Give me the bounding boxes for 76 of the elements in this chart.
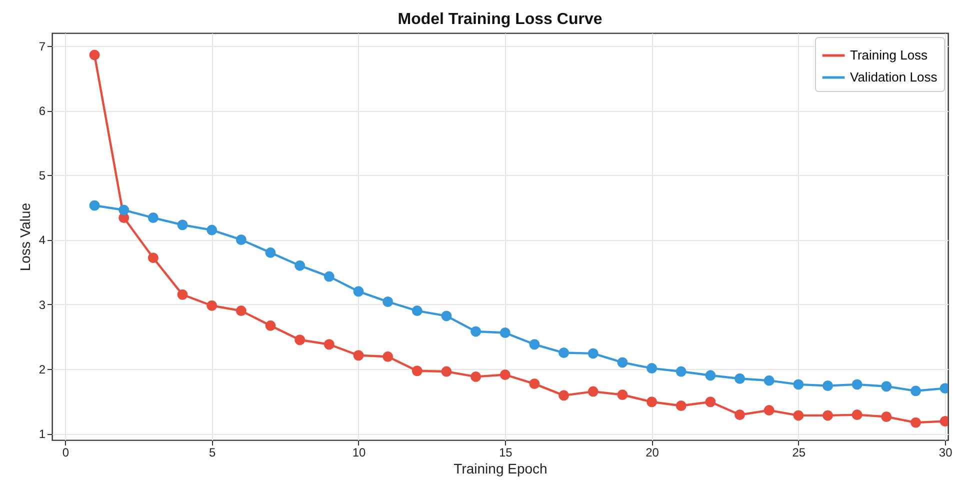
x-tick-label: 0 (62, 446, 70, 460)
point (822, 380, 833, 391)
point (382, 351, 394, 362)
legend-label: Training Loss (850, 48, 928, 62)
point (617, 390, 628, 400)
point (89, 200, 100, 211)
point (558, 390, 570, 401)
point (148, 252, 158, 264)
point (588, 386, 598, 397)
x-tick-label: 10 (352, 446, 366, 460)
point (177, 220, 188, 230)
point (353, 286, 364, 297)
point (470, 371, 482, 382)
x-tick-label: 25 (792, 446, 806, 460)
point (705, 396, 716, 408)
point (764, 375, 774, 386)
y-axis-title: Loss Value (16, 202, 33, 272)
point (646, 396, 658, 408)
legend-label: Validation Loss (850, 70, 938, 84)
point (705, 370, 716, 381)
point (734, 410, 746, 420)
point (617, 357, 628, 368)
point (324, 271, 334, 282)
y-tick-label: 3 (38, 298, 46, 312)
point (382, 296, 394, 307)
point (588, 348, 598, 359)
point (89, 50, 100, 60)
point (529, 339, 540, 350)
y-tick-label: 6 (38, 104, 46, 118)
point (236, 234, 246, 245)
point (822, 410, 833, 421)
x-axis-title: Training Epoch (454, 460, 548, 476)
point (793, 379, 804, 390)
point (265, 320, 276, 331)
x-tick-label: 15 (498, 446, 513, 460)
point (793, 410, 804, 421)
point (558, 348, 570, 358)
point (500, 370, 510, 380)
point (294, 260, 306, 271)
point (852, 410, 862, 420)
point (294, 334, 306, 346)
point (676, 366, 686, 377)
point (500, 328, 510, 338)
point (910, 417, 921, 428)
point (148, 212, 158, 223)
point (734, 373, 746, 384)
point (206, 224, 218, 236)
point (353, 350, 364, 361)
point (177, 289, 188, 300)
x-tick-label: 5 (209, 446, 216, 460)
y-tick-label: 4 (38, 233, 46, 248)
point (441, 366, 452, 377)
point (470, 326, 482, 337)
point (529, 378, 540, 390)
point (324, 339, 334, 350)
point (412, 366, 422, 376)
x-tick-label: 30 (938, 446, 953, 460)
point (910, 386, 921, 396)
y-tick-label: 7 (38, 39, 46, 54)
point (676, 400, 686, 411)
point (118, 204, 130, 216)
point (852, 379, 862, 390)
y-tick-label: 1 (38, 427, 46, 442)
point (206, 300, 218, 311)
point (441, 310, 452, 322)
y-tick-label: 2 (38, 362, 46, 376)
point (881, 412, 892, 422)
x-tick-label: 20 (646, 446, 660, 460)
point (881, 381, 892, 392)
point (265, 247, 276, 258)
point (236, 306, 246, 316)
point (412, 306, 422, 316)
y-tick-label: 5 (38, 168, 46, 183)
point (646, 363, 658, 374)
point (764, 405, 774, 416)
chart-title: Model Training Loss Curve (398, 11, 602, 28)
